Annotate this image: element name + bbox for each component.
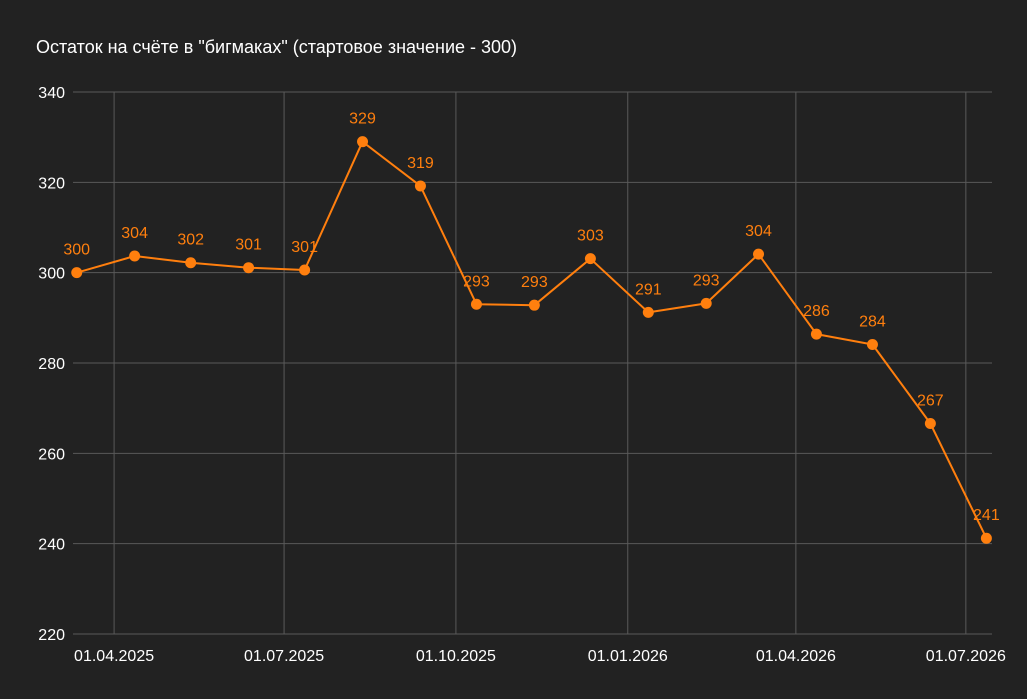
data-label: 303: [577, 228, 604, 245]
y-axis-tick-labels: 220 240 260 280 300 320 340: [38, 85, 65, 644]
x-tick-label: 01.10.2025: [416, 648, 496, 665]
data-label: 293: [463, 273, 490, 290]
data-point: [584, 253, 596, 265]
data-point: [700, 297, 712, 309]
data-point: [866, 338, 878, 350]
x-tick-label: 01.04.2026: [756, 648, 836, 665]
data-point: [810, 328, 822, 340]
data-point: [299, 264, 311, 276]
series-line: [76, 140, 988, 539]
data-point: [243, 262, 255, 274]
data-point: [528, 299, 540, 311]
data-point: [129, 250, 141, 262]
data-point: [980, 532, 992, 544]
data-point: [753, 248, 765, 260]
data-label: 267: [917, 393, 944, 410]
x-tick-label: 01.01.2026: [588, 648, 668, 665]
data-point: [357, 136, 369, 148]
data-point: [185, 257, 197, 269]
data-point: [470, 298, 482, 310]
data-point: [642, 306, 654, 318]
data-label: 293: [521, 274, 548, 291]
data-point: [924, 418, 936, 430]
y-tick-label: 220: [38, 627, 65, 644]
data-label: 301: [291, 239, 318, 256]
chart-title: Остаток на счёте в "бигмаках" (стартовое…: [36, 37, 518, 57]
data-point: [71, 267, 83, 279]
data-label: 291: [635, 281, 662, 298]
data-label: 241: [973, 507, 1000, 524]
y-tick-label: 300: [38, 266, 65, 283]
data-label: 329: [349, 111, 376, 128]
x-axis-tick-labels: 01.04.2025 01.07.2025 01.10.2025 01.01.2026…: [74, 648, 1006, 665]
data-label: 286: [803, 303, 830, 320]
y-tick-label: 260: [38, 446, 65, 463]
data-label: 319: [407, 155, 434, 172]
y-tick-label: 340: [38, 85, 65, 102]
data-labels: 300 304 302 301 301 329 319 293 293 303 291 293 304 2…: [63, 111, 999, 525]
x-tick-label: 01.07.2025: [244, 648, 324, 665]
series-line-group: [76, 140, 988, 539]
data-points: [71, 136, 992, 544]
data-label: 284: [859, 313, 886, 330]
data-label: 300: [63, 242, 90, 259]
data-point: [414, 180, 426, 192]
x-tick-label: 01.04.2025: [74, 648, 154, 665]
y-tick-label: 240: [38, 537, 65, 554]
grid-lines: [73, 91, 992, 635]
data-label: 304: [745, 223, 772, 240]
x-tick-label: 01.07.2026: [926, 648, 1006, 665]
data-label: 302: [177, 232, 204, 249]
y-tick-label: 280: [38, 356, 65, 373]
data-label: 293: [693, 272, 720, 289]
data-label: 301: [235, 237, 262, 254]
data-label: 304: [121, 225, 148, 242]
y-tick-label: 320: [38, 175, 65, 192]
